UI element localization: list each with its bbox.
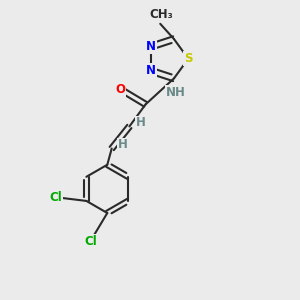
Text: NH: NH: [166, 86, 186, 99]
Text: H: H: [118, 139, 128, 152]
Text: N: N: [146, 64, 156, 77]
Text: Cl: Cl: [50, 191, 62, 205]
Text: H: H: [136, 116, 146, 129]
Text: Cl: Cl: [85, 235, 98, 248]
Text: CH₃: CH₃: [150, 8, 174, 21]
Text: O: O: [116, 83, 126, 96]
Text: S: S: [184, 52, 193, 65]
Text: N: N: [146, 40, 156, 53]
